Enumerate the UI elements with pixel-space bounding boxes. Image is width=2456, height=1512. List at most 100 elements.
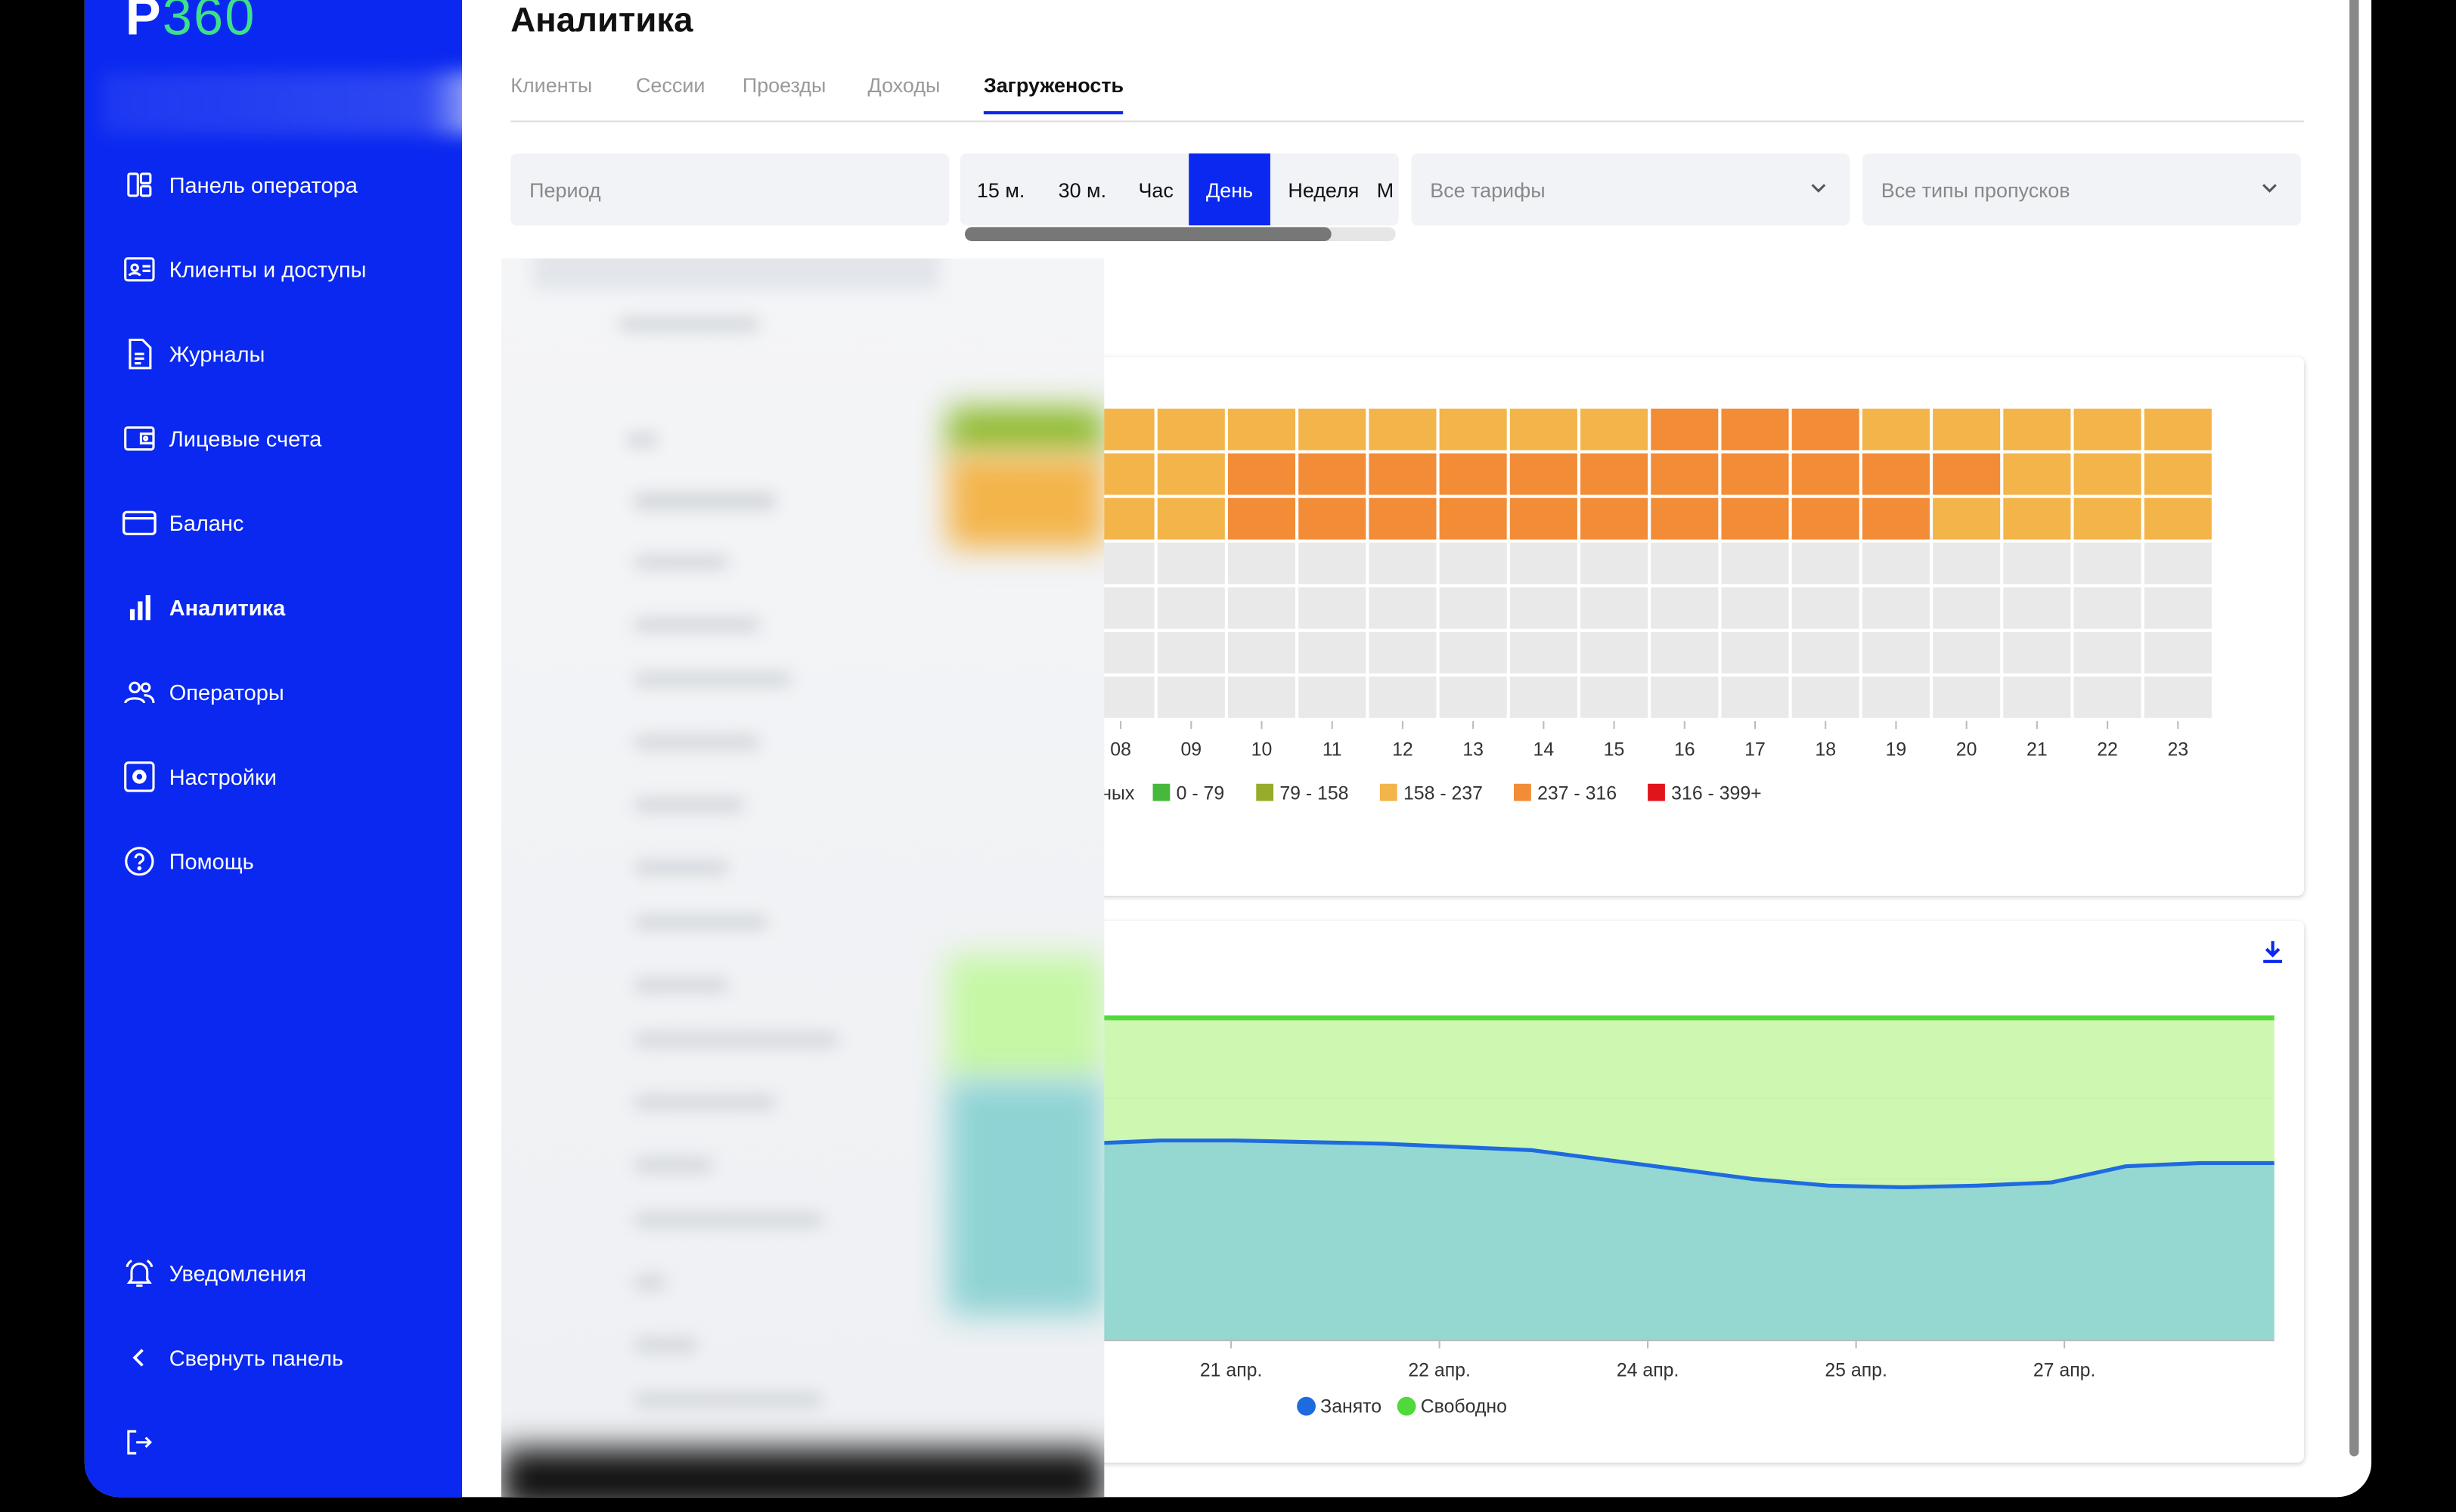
heatmap-cell: [1721, 631, 1789, 674]
heatmap-cell: [2003, 631, 2071, 674]
heatmap-cell: [1369, 631, 1437, 674]
heatmap-cell: [1157, 631, 1225, 674]
heatmap-cell: [1580, 587, 1648, 629]
x-tick-label: 14: [1533, 739, 1555, 760]
heatmap-cell: [1933, 631, 2001, 674]
chevron-left-icon: [122, 1340, 157, 1375]
heatmap-cell: [1580, 453, 1648, 495]
tab-clients[interactable]: Клиенты: [510, 73, 593, 98]
sidebar-item-accounts[interactable]: Лицевые счета: [122, 415, 322, 462]
bell-icon: [122, 1256, 157, 1290]
granularity-hour-button[interactable]: Час: [1138, 178, 1174, 202]
page-scrollbar[interactable]: [2349, 0, 2359, 1457]
x-tick-label: 17: [1744, 739, 1766, 760]
x-tick-label: 08: [1110, 739, 1131, 760]
legend-label: 79 - 158: [1279, 783, 1348, 804]
sidebar-item-label: Лицевые счета: [169, 426, 322, 451]
heatmap-cell: [2144, 497, 2212, 540]
heatmap-cell: [1439, 676, 1507, 718]
legend-label: 158 - 237: [1403, 783, 1483, 804]
x-tick-label: 22 апр.: [1408, 1361, 1471, 1381]
heatmap-cell: [1369, 453, 1437, 495]
heatmap-cell: [1651, 631, 1719, 674]
user-info[interactable]: [100, 72, 508, 135]
heatmap-cell: [1157, 453, 1225, 495]
heatmap-cell: [1721, 587, 1789, 629]
granularity-day-button[interactable]: День: [1189, 153, 1270, 226]
legend-label: 316 - 399+: [1671, 783, 1761, 804]
tab-sessions[interactable]: Сессии: [635, 73, 705, 98]
granularity-month-button[interactable]: М: [1376, 178, 1394, 202]
x-tick-label: 16: [1674, 739, 1695, 760]
legend-label: 0 - 79: [1177, 783, 1225, 804]
logo[interactable]: P360: [125, 0, 256, 48]
sidebar-item-analytics[interactable]: Аналитика: [122, 584, 285, 631]
heatmap-cell: [1298, 631, 1366, 674]
page-title: Аналитика: [510, 0, 693, 39]
collapse-panel-button[interactable]: Свернуть панель: [122, 1334, 343, 1381]
heatmap-cell: [1509, 676, 1577, 718]
x-tick-label: 27 апр.: [2033, 1361, 2096, 1381]
logout-button[interactable]: [122, 1419, 169, 1466]
x-tick-label: 24 апр.: [1617, 1361, 1679, 1381]
granularity-15m-button[interactable]: 15 м.: [976, 178, 1025, 202]
tariff-select[interactable]: Все тарифы: [1411, 153, 1850, 226]
sidebar-item-help[interactable]: Помощь: [122, 838, 254, 885]
granularity-week-button[interactable]: Неделя: [1288, 178, 1360, 202]
sidebar-item-label: Журналы: [169, 341, 265, 367]
heatmap-cell: [1651, 453, 1719, 495]
granularity-30m-button[interactable]: 30 м.: [1058, 178, 1107, 202]
heatmap-cell: [1298, 408, 1366, 451]
heatmap-cell: [1439, 587, 1507, 629]
download-icon[interactable]: [2262, 940, 2284, 965]
x-tick-label: 23: [2167, 739, 2188, 760]
heatmap-cell: [1651, 587, 1719, 629]
document-icon: [122, 336, 157, 371]
heatmap-cell: [1580, 631, 1648, 674]
heatmap-cell: [1933, 676, 2001, 718]
sidebar-item-journals[interactable]: Журналы: [122, 330, 265, 377]
sidebar-item-notifications[interactable]: Уведомления: [122, 1250, 306, 1297]
sidebar-item-clients[interactable]: Клиенты и доступы: [122, 246, 367, 293]
heatmap-cell: [1227, 676, 1296, 718]
heatmap-cell: [1862, 587, 1930, 629]
x-tick-label: 21 апр.: [1200, 1361, 1263, 1381]
granularity-scrollbar[interactable]: [964, 227, 1396, 241]
heatmap-cell: [2003, 587, 2071, 629]
x-tick-label: 09: [1180, 739, 1202, 760]
sidebar-item-operators[interactable]: Операторы: [122, 668, 284, 715]
heatmap-cell: [1721, 542, 1789, 584]
pass-type-select[interactable]: Все типы пропусков: [1862, 153, 2301, 226]
sidebar-item-label: Клиенты и доступы: [169, 256, 367, 282]
sidebar-item-label: Операторы: [169, 679, 284, 705]
x-tick-label: 10: [1251, 739, 1273, 760]
sidebar-item-balance[interactable]: Баланс: [122, 500, 243, 547]
bar-chart-icon: [122, 590, 157, 625]
heatmap-cell: [2003, 497, 2071, 540]
sidebar-item-label: Свернуть панель: [169, 1345, 344, 1371]
heatmap-cell: [1580, 676, 1648, 718]
users-icon: [122, 675, 157, 710]
legend-swatch: [1379, 783, 1397, 801]
heatmap-cell: [2003, 676, 2071, 718]
scrollbar-thumb[interactable]: [964, 227, 1332, 241]
series-area-occupied: [1012, 1140, 2275, 1341]
tab-passages[interactable]: Проезды: [742, 73, 826, 98]
legend-swatch: [1152, 783, 1171, 801]
blurred-overlay-panel: [501, 258, 1105, 1498]
heatmap-cell: [2073, 542, 2141, 584]
heatmap-cell: [2073, 631, 2141, 674]
period-input[interactable]: Период: [510, 153, 950, 226]
tariff-select-value: Все тарифы: [1430, 178, 1546, 202]
legend-swatch: [1256, 783, 1274, 801]
sidebar-item-operator-panel[interactable]: Панель оператора: [122, 161, 358, 208]
tab-occupancy[interactable]: Загруженость: [983, 73, 1125, 115]
tab-income[interactable]: Доходы: [867, 73, 941, 98]
sidebar-item-settings[interactable]: Настройки: [122, 753, 277, 800]
heatmap-cell: [1509, 408, 1577, 451]
x-tick-label: 22: [2097, 739, 2118, 760]
heatmap-cell: [1721, 408, 1789, 451]
occupancy-area-chart: 21 апр. 22 апр. 24 апр. 25 апр. 27 апр. Занят…: [1012, 1015, 2275, 1417]
legend-swatch: [1297, 1396, 1316, 1416]
heatmap-cell: [1157, 408, 1225, 451]
